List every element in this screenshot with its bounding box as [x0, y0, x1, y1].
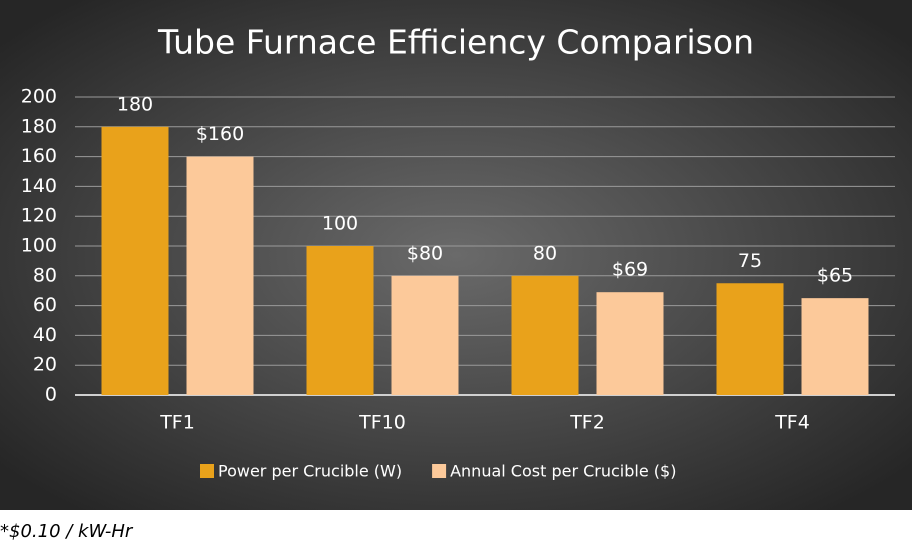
bar	[391, 275, 459, 395]
data-label: 75	[738, 250, 762, 272]
data-label: $65	[817, 265, 853, 287]
x-tick-label: TF2	[569, 412, 605, 434]
y-tick-label: 80	[33, 264, 57, 286]
y-tick-label: 160	[21, 145, 57, 167]
x-tick-label: TF10	[358, 412, 406, 434]
y-tick-label: 120	[21, 205, 57, 227]
y-tick-label: 180	[21, 115, 57, 137]
legend-label: Annual Cost per Crucible ($)	[450, 462, 676, 481]
legend-swatch	[432, 464, 447, 478]
data-label: $80	[407, 242, 443, 264]
y-tick-label: 40	[33, 324, 57, 346]
y-tick-label: 60	[33, 294, 57, 316]
data-label: $160	[196, 123, 244, 145]
bar	[596, 292, 664, 395]
data-label: $69	[612, 259, 648, 281]
y-tick-label: 140	[21, 175, 57, 197]
footnote: *$0.10 / kW-Hr	[0, 521, 134, 542]
bar	[801, 298, 869, 395]
data-label: 180	[117, 93, 153, 115]
bar	[716, 283, 784, 395]
y-tick-label: 200	[21, 86, 57, 108]
legend-swatch	[200, 464, 214, 478]
chart-title: Tube Furnace Efficiency Comparison	[157, 23, 754, 62]
data-label: 100	[322, 213, 358, 235]
bar	[101, 126, 169, 396]
bar	[511, 275, 579, 395]
data-label: 80	[533, 242, 557, 264]
legend-label: Power per Crucible (W)	[218, 462, 402, 481]
bar	[186, 156, 254, 395]
y-tick-label: 100	[21, 235, 57, 257]
x-tick-label: TF1	[159, 412, 195, 434]
bar	[306, 246, 374, 395]
y-tick-label: 0	[45, 384, 57, 406]
x-tick-label: TF4	[774, 412, 810, 434]
y-tick-label: 20	[33, 354, 57, 376]
